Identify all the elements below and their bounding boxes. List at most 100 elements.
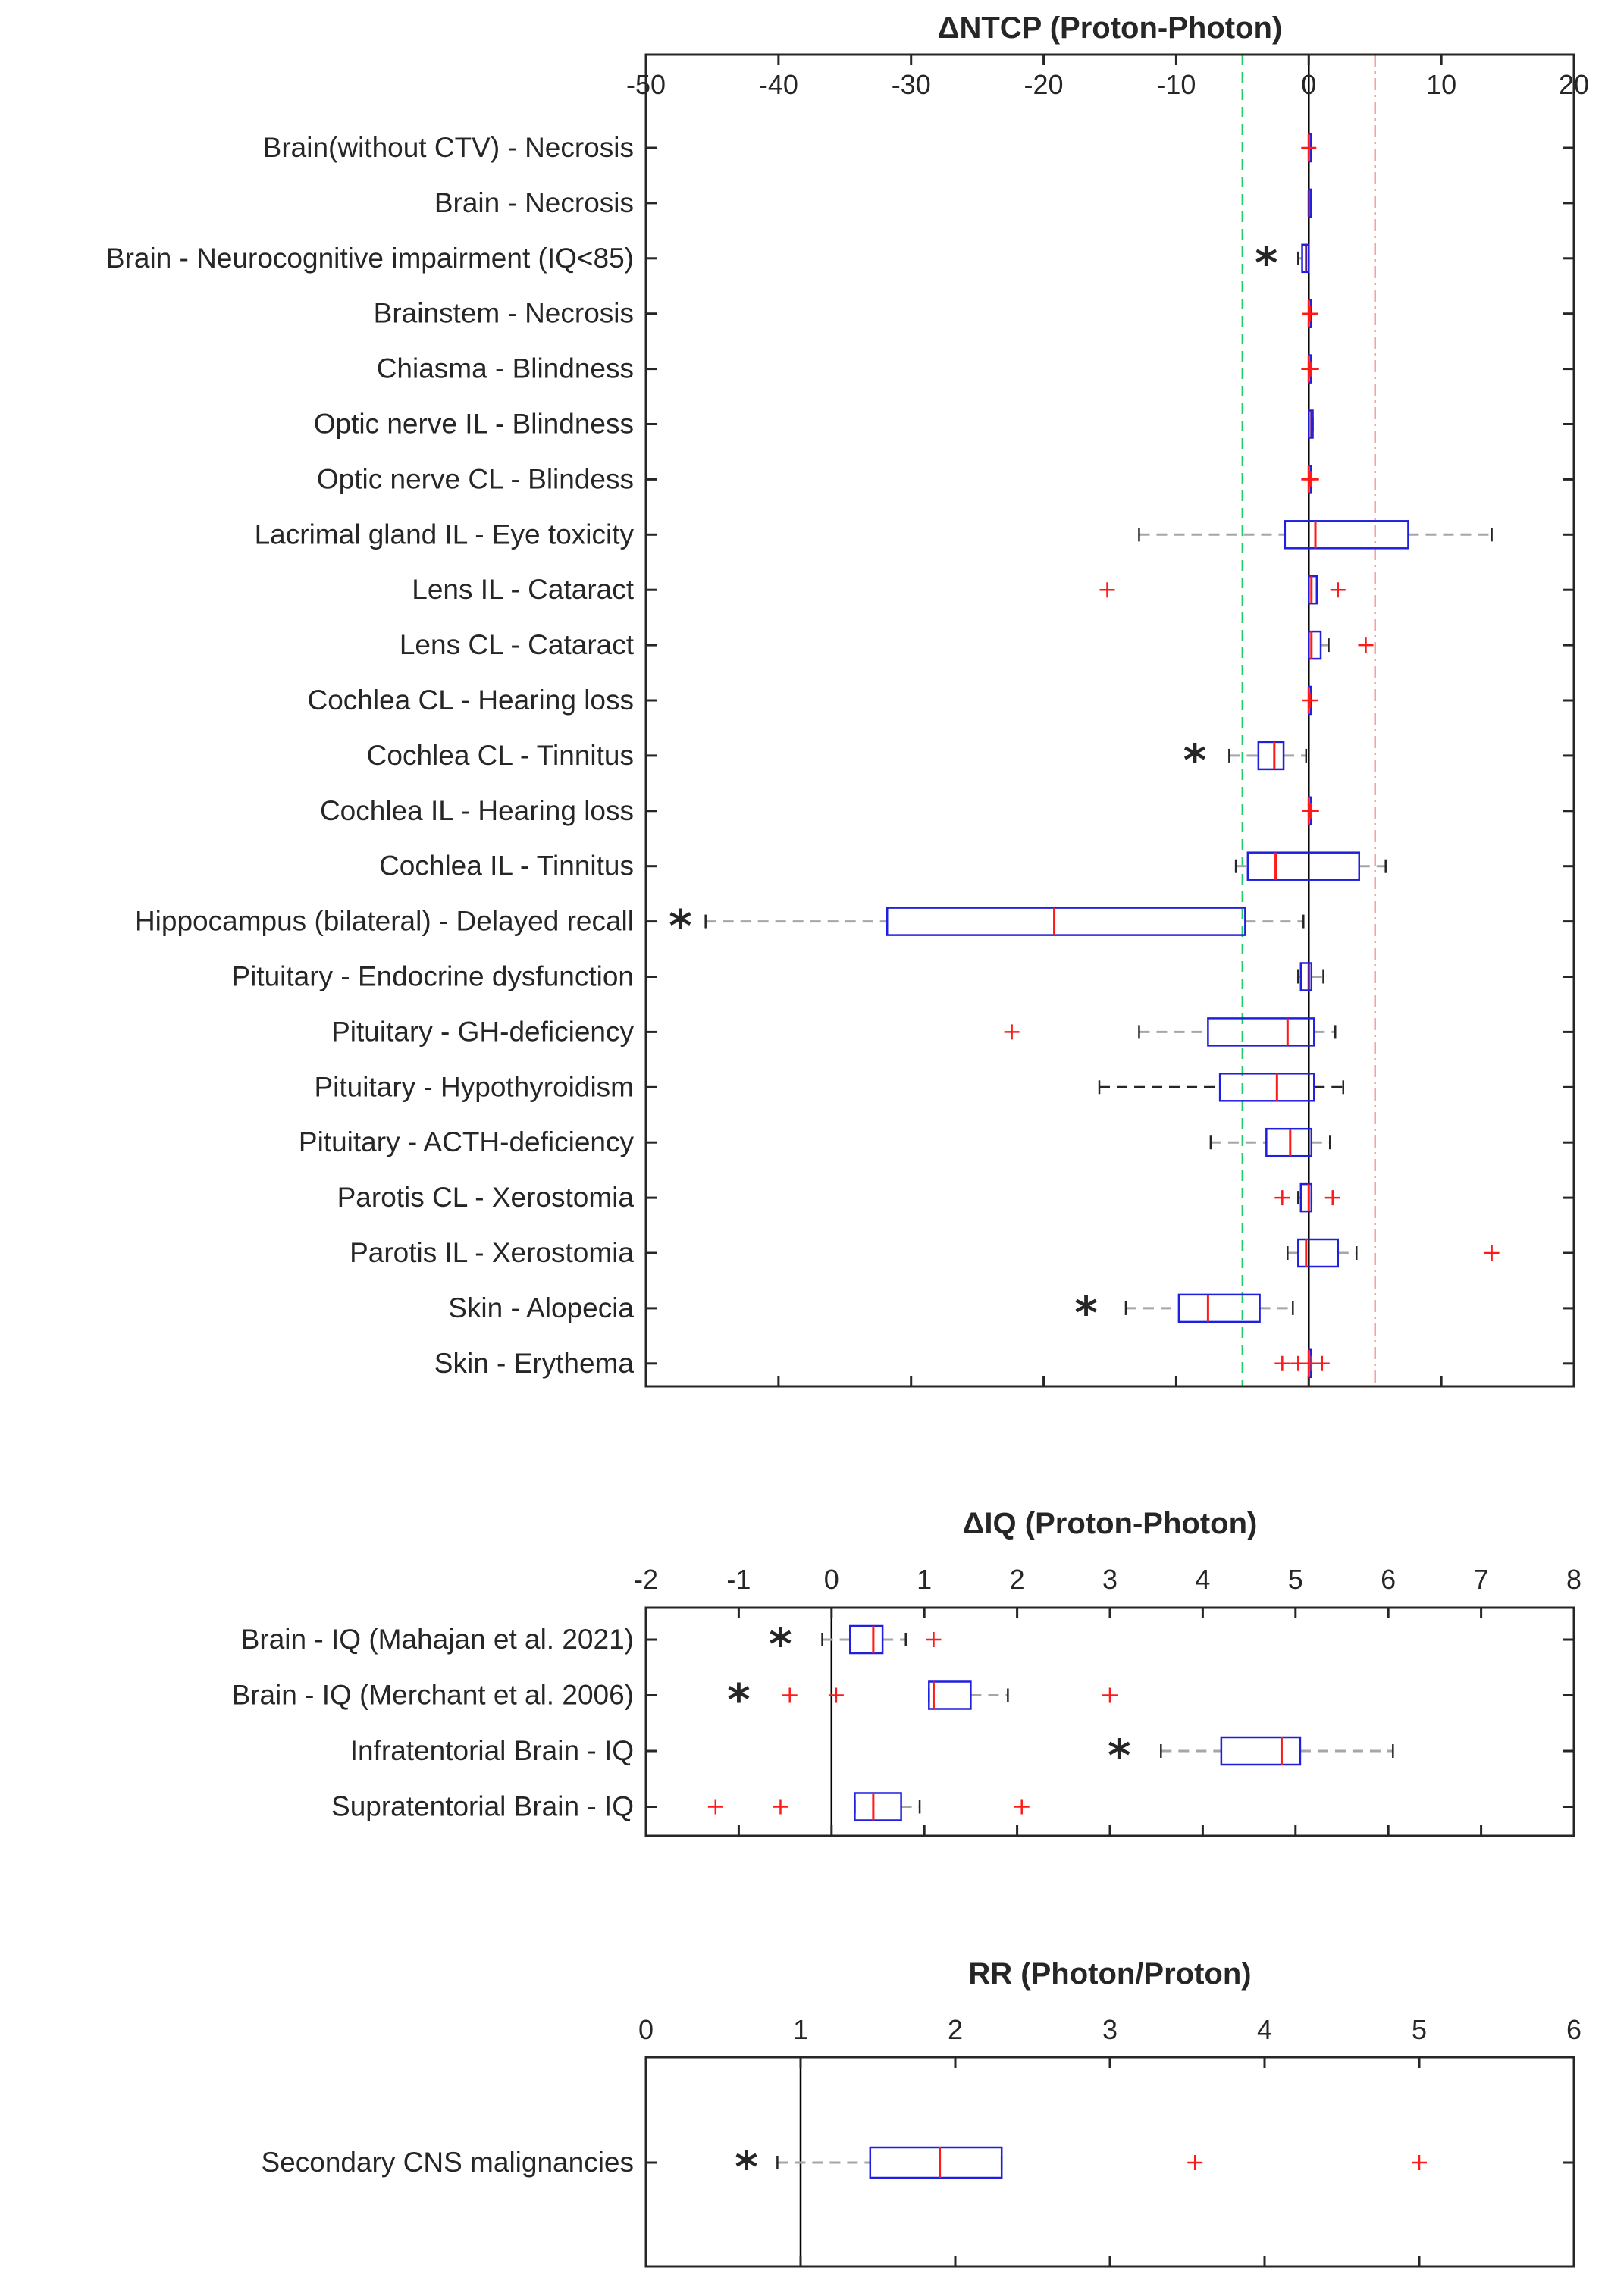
row-label: Skin - Erythema: [434, 1348, 635, 1379]
row-label: Cochlea CL - Hearing loss: [308, 684, 635, 716]
row-label: Parotis IL - Xerostomia: [350, 1237, 634, 1268]
iqr-box: [1308, 630, 1322, 660]
row-label: Pituitary - Hypothyroidism: [314, 1071, 634, 1102]
x-tick-label: 1: [917, 1564, 932, 1595]
row-label: Cochlea CL - Tinnitus: [367, 740, 634, 771]
outlier-marker: [1484, 1245, 1500, 1261]
x-tick-label: -40: [759, 69, 798, 100]
row-label: Infratentorial Brain - IQ: [350, 1735, 634, 1766]
row-label: Cochlea IL - Hearing loss: [320, 795, 634, 826]
iqr-box: [1218, 1073, 1315, 1102]
row-label: Cochlea IL - Tinnitus: [379, 850, 634, 882]
x-tick-label: 5: [1288, 1564, 1303, 1595]
outlier-marker: [1290, 1355, 1306, 1371]
outlier-marker: [1004, 1024, 1020, 1040]
x-tick-label: -1: [726, 1564, 751, 1595]
outlier-marker: [1314, 1355, 1330, 1371]
iqr-box: [1257, 741, 1285, 771]
x-tick-label: 10: [1426, 69, 1456, 100]
iqr-box: [1265, 1127, 1313, 1157]
x-tick-label: 6: [1566, 2014, 1581, 2045]
row-label: Brain - IQ (Merchant et al. 2006): [231, 1680, 634, 1711]
row-label: Brain(without CTV) - Necrosis: [263, 132, 634, 163]
outlier-marker: [1330, 582, 1346, 598]
outlier-marker: [1303, 803, 1319, 819]
x-tick-label: -2: [634, 1564, 658, 1595]
chart-title: RR (Photon/Proton): [968, 1957, 1251, 1991]
outlier-marker: [782, 1687, 798, 1703]
row-label: Lacrimal gland IL - Eye toxicity: [255, 518, 635, 550]
row-label: Optic nerve IL - Blindness: [314, 409, 634, 440]
row-label: Skin - Alopecia: [448, 1292, 634, 1323]
x-tick-label: 20: [1559, 69, 1589, 100]
outlier-marker: [1102, 1687, 1118, 1703]
row-label: Brainstem - Necrosis: [374, 298, 634, 329]
x-tick-label: -50: [626, 69, 666, 100]
x-tick-label: 0: [1301, 69, 1316, 100]
outlier-marker: [1303, 471, 1319, 487]
outlier-marker: [1301, 140, 1317, 155]
iqr-box: [1246, 851, 1360, 881]
significance-star: *: [669, 901, 691, 952]
outlier-marker: [1302, 305, 1318, 321]
outlier-marker: [926, 1632, 942, 1647]
outlier-marker: [773, 1799, 788, 1815]
x-tick-label: 3: [1102, 2014, 1118, 2045]
panel-relative-risk: RR (Photon/Proton) 0 1 2 3 4 5 6 Secondary CNS m…: [261, 1957, 1581, 2268]
outlier-marker: [1099, 582, 1115, 598]
significance-star: *: [735, 2141, 757, 2193]
significance-star: *: [1255, 237, 1277, 289]
row-label: Parotis CL - Xerostomia: [337, 1182, 635, 1213]
outlier-marker: [828, 1687, 844, 1703]
iqr-box: [1220, 1736, 1302, 1766]
row-label: Supratentorial Brain - IQ: [331, 1791, 634, 1822]
significance-star: *: [1183, 735, 1206, 786]
outlier-marker: [1324, 1190, 1340, 1206]
outlier-marker: [1187, 2155, 1203, 2170]
x-tick-label: -20: [1024, 69, 1064, 100]
row-label: Lens CL - Cataract: [400, 629, 635, 660]
iqr-box: [869, 2146, 1003, 2179]
row-label: Secondary CNS malignancies: [261, 2147, 634, 2178]
row-label: Chiasma - Blindness: [377, 353, 634, 384]
iqr-box: [849, 1624, 884, 1655]
outlier-marker: [1358, 637, 1374, 653]
x-tick-label: 1: [793, 2014, 808, 2045]
row-label: Pituitary - GH-deficiency: [331, 1016, 634, 1047]
row-label: Pituitary - ACTH-deficiency: [299, 1126, 635, 1157]
row-label: Brain - Neurocognitive impairment (IQ<85…: [106, 243, 634, 274]
significance-star: *: [1108, 1730, 1130, 1781]
outlier-marker: [1274, 1355, 1290, 1371]
x-tick-label: -10: [1156, 69, 1196, 100]
significance-star: *: [727, 1674, 750, 1726]
chart-title: ΔIQ (Proton-Photon): [963, 1507, 1258, 1540]
significance-star: *: [1074, 1287, 1097, 1339]
iqr-box: [1299, 1182, 1313, 1213]
row-label: Brain - Necrosis: [434, 187, 634, 218]
row-label: Lens IL - Cataract: [412, 574, 634, 605]
iqr-box: [1284, 520, 1409, 550]
row-label: Pituitary - Endocrine dysfunction: [231, 961, 634, 992]
x-tick-label: 6: [1381, 1564, 1396, 1595]
iqr-box: [1207, 1017, 1315, 1047]
x-tick-label: 0: [638, 2014, 654, 2045]
x-tick-label: 2: [948, 2014, 963, 2045]
outlier-marker: [707, 1799, 723, 1815]
row-label: Brain - IQ (Mahajan et al. 2021): [241, 1624, 634, 1655]
iqr-box: [886, 907, 1246, 936]
x-tick-label: 4: [1195, 1564, 1210, 1595]
x-tick-label: -30: [892, 69, 931, 100]
outlier-marker: [1303, 361, 1319, 377]
panel-delta-iq: ΔIQ (Proton-Photon) -2 -1 0 1 2 3 4 5 6 7 8 Brain - …: [231, 1507, 1581, 1837]
x-tick-label: 7: [1474, 1564, 1489, 1595]
row-label: Optic nerve CL - Blindess: [317, 463, 634, 494]
iqr-box: [1308, 575, 1318, 605]
iqr-box: [1177, 1293, 1261, 1323]
row-label: Hippocampus (bilateral) - Delayed recall: [135, 906, 634, 937]
axes-frame: [644, 53, 1575, 1388]
x-tick-label: 4: [1257, 2014, 1272, 2045]
outlier-marker: [1014, 1799, 1030, 1815]
significance-star: *: [769, 1618, 792, 1670]
x-tick-label: 5: [1412, 2014, 1427, 2045]
